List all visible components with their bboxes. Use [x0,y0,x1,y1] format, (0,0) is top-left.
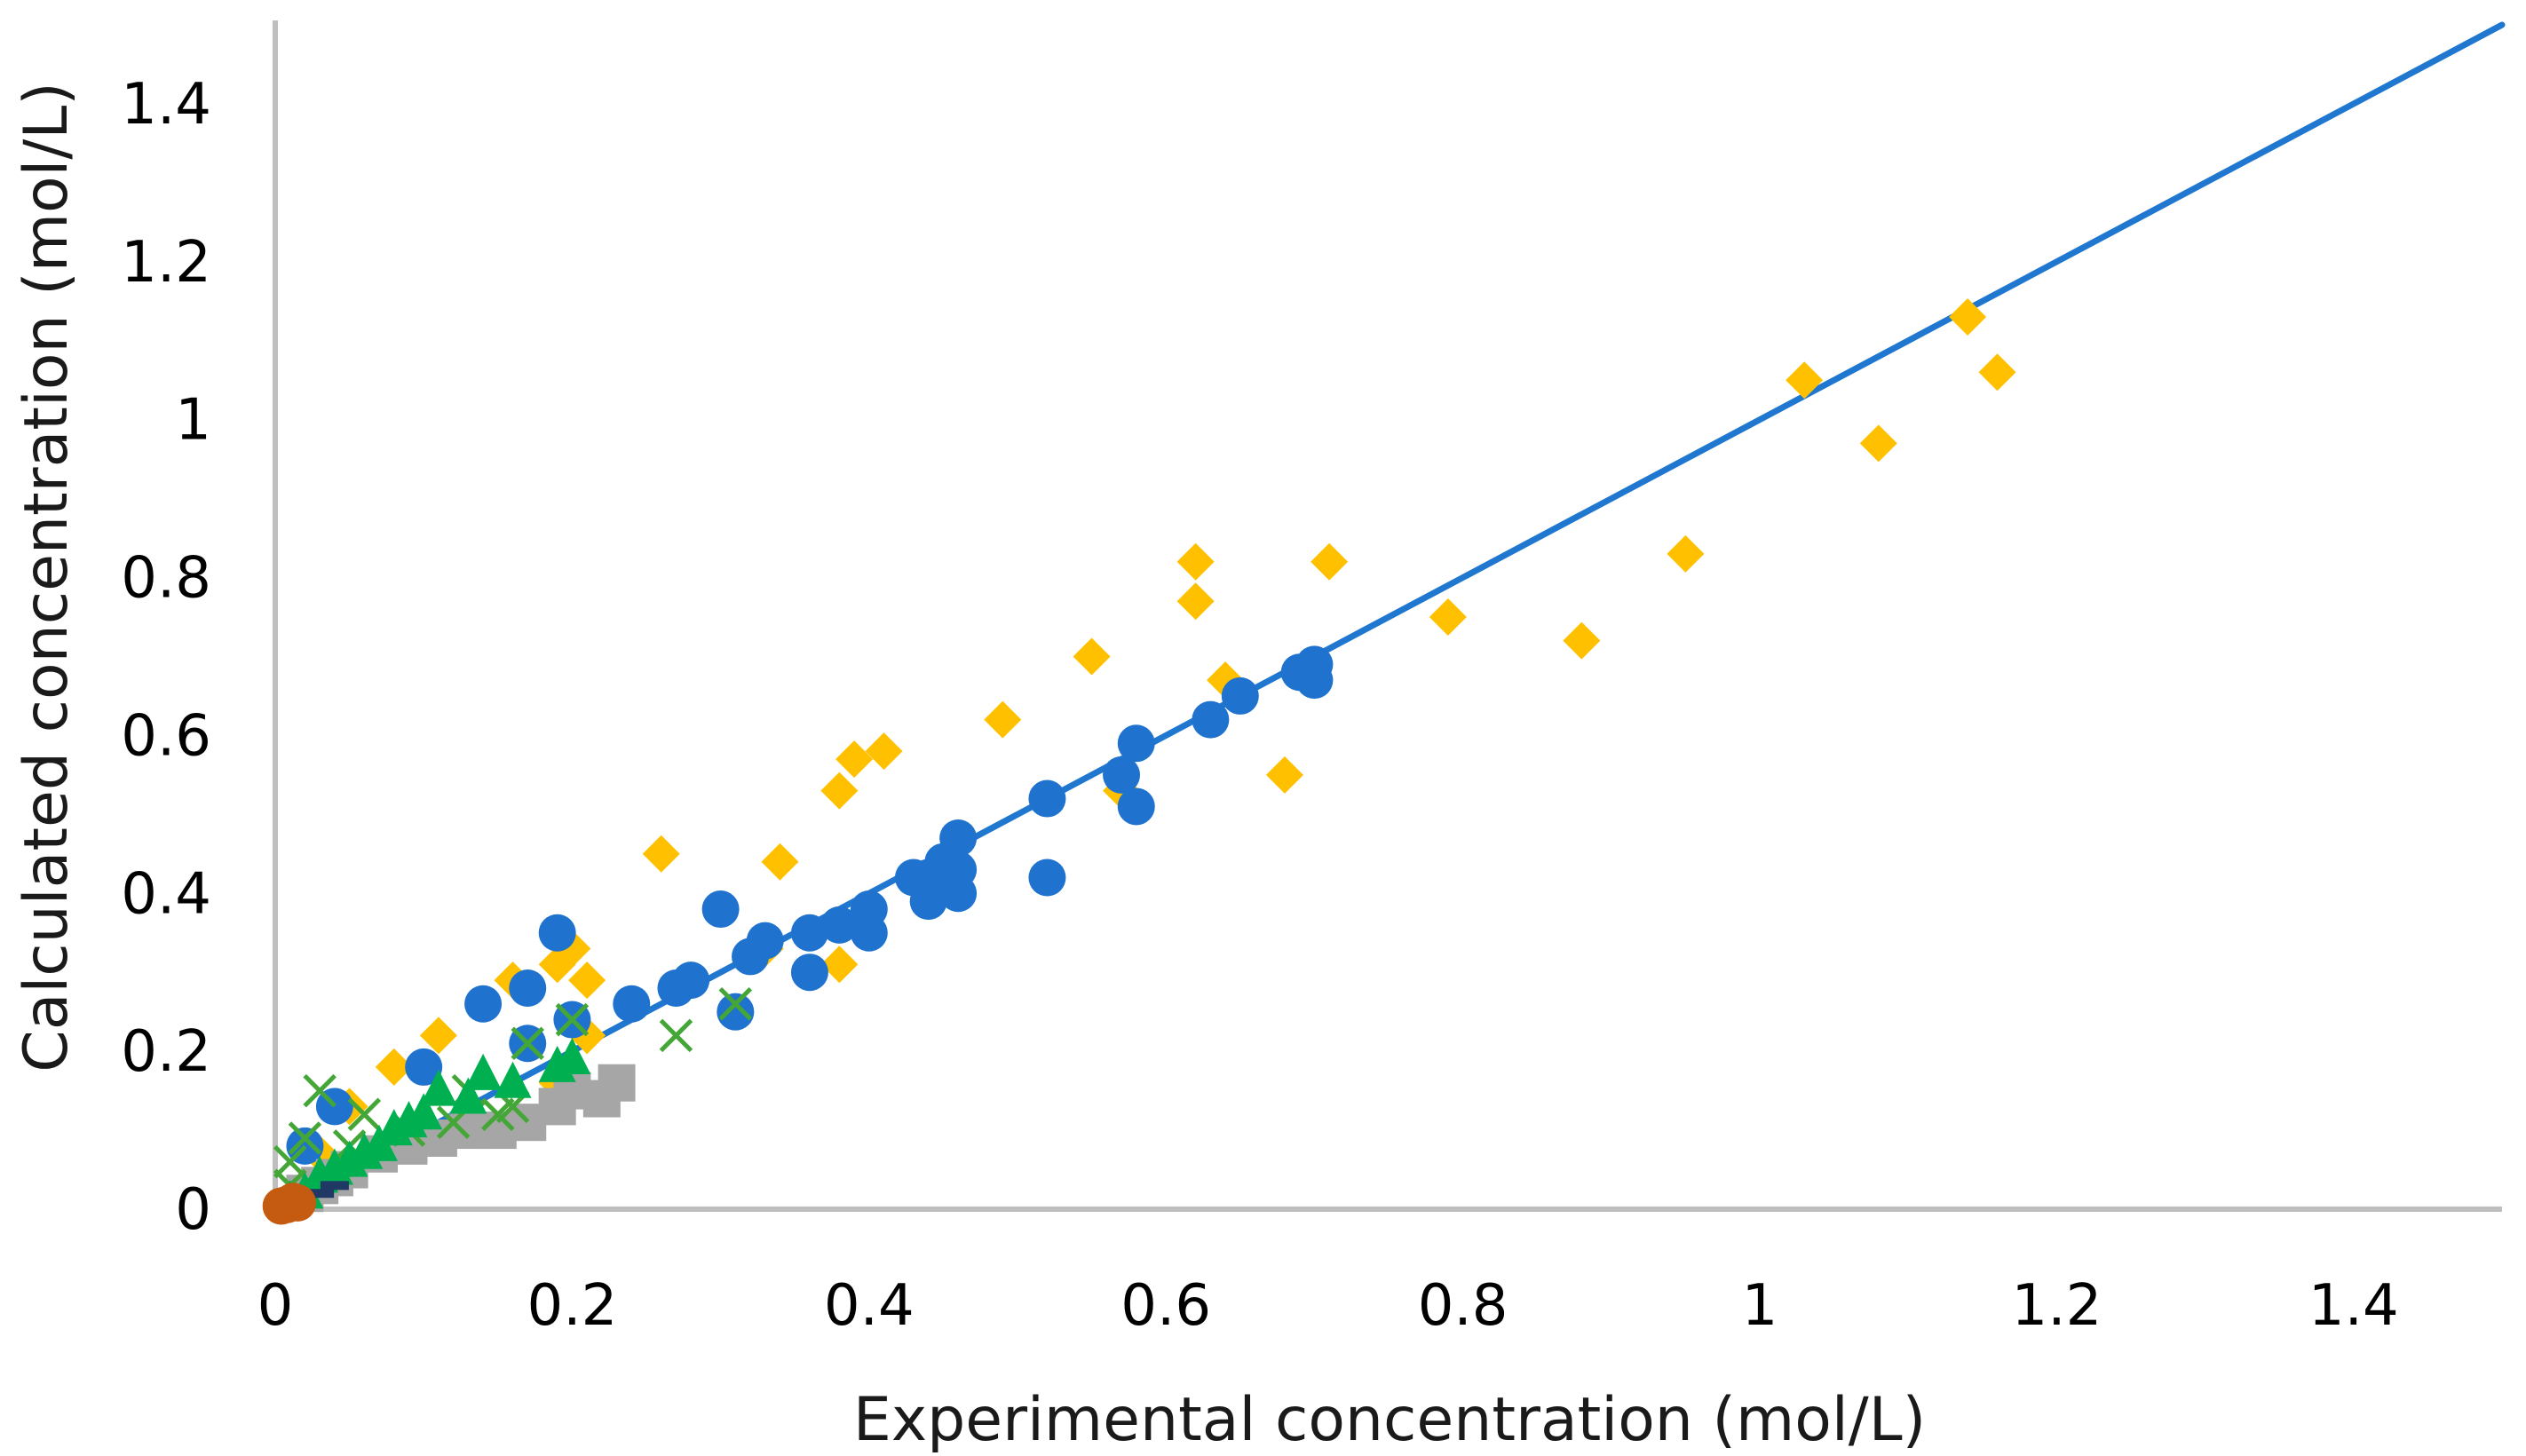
data-point [850,914,888,952]
data-point [718,987,753,1021]
y-tick-label: 1 [175,388,211,454]
data-point [984,700,1022,739]
data-point [405,1048,443,1086]
y-tick-label: 1.2 [121,230,211,296]
y-tick-label: 1.4 [121,72,211,138]
data-point [1978,353,2016,392]
data-point [1103,756,1141,794]
data-point [1221,677,1259,715]
reference-line [272,21,2506,1213]
series-6 [305,1181,349,1199]
data-point [659,1018,693,1053]
data-point [761,843,799,881]
data-point [1117,787,1155,826]
data-point [1859,424,1897,463]
x-tick-label: 1.2 [2012,1273,2102,1339]
y-tick-label: 0.4 [121,861,211,927]
x-axis-title: Experimental concentration (mol/L) [853,1385,1926,1455]
data-point [865,732,903,771]
data-point [419,1069,457,1106]
data-point [1295,661,1334,700]
tick-labels-layer: 0 0.2 0.4 0.6 0.8 1 1.2 1.4 0 0.2 0.4 0.6 0.8 1 1.2 1.4 [121,72,2398,1339]
series-1 [301,298,2016,1173]
data-point [449,1077,487,1114]
data-point [613,985,651,1023]
data-point [1028,779,1066,818]
y-axis-title: Calculated concentration (mol/L) [12,82,82,1072]
x-tick-label: 0.4 [824,1273,915,1339]
data-point [481,1097,515,1132]
x-tick-label: 0.6 [1120,1273,1211,1339]
data-point [464,985,503,1023]
data-point [790,914,828,952]
data-point [568,961,606,1000]
data-point [538,1045,576,1082]
data-point [1028,859,1066,897]
data-point [820,906,859,944]
data-point [419,1017,457,1055]
series-7 [262,1183,317,1225]
data-point [1429,598,1467,636]
data-point [1176,582,1215,621]
data-point [820,946,859,984]
data-point [939,874,978,913]
x-tick-label: 1.4 [2308,1273,2399,1339]
x-tick-label: 1 [1742,1273,1778,1339]
reference-line-layer [272,21,2506,1213]
data-point [347,1097,382,1132]
data-point [732,938,770,976]
x-tick-label: 0 [257,1273,294,1339]
data-points-layer [262,298,2016,1225]
data-point [1563,621,1601,660]
series-2 [286,645,1334,1165]
data-point [894,859,932,897]
data-point [273,1144,307,1179]
data-point [717,993,755,1031]
data-point [790,954,828,992]
data-point [509,969,547,1007]
data-point [701,890,740,929]
data-point [494,1061,532,1098]
data-point [1176,542,1215,581]
y-tick-label: 0.6 [121,703,211,769]
data-point [835,740,874,779]
data-point [820,772,859,810]
data-point [1265,756,1303,794]
y-tick-label: 0.8 [121,546,211,612]
data-point [657,969,695,1007]
data-point [1192,700,1230,739]
data-point [1073,637,1111,676]
y-tick-label: 0.2 [121,1019,211,1085]
x-tick-label: 0.2 [527,1273,618,1339]
data-point [642,835,680,873]
data-point [375,1048,413,1086]
data-point [1311,542,1349,581]
data-point [303,1073,337,1108]
x-tick-label: 0.8 [1418,1273,1508,1339]
data-point [511,1026,545,1061]
chart-axes [273,20,2502,1212]
data-point [1786,361,1824,400]
data-point [1117,724,1155,763]
data-point [555,1002,590,1037]
data-point [305,1189,335,1199]
data-point [320,1181,349,1191]
y-tick-label: 0 [175,1177,211,1243]
data-point [279,1183,317,1222]
data-point [1667,534,1705,573]
data-point [538,914,576,952]
data-point [1949,298,1987,336]
data-point [464,1053,503,1090]
data-point [288,1121,322,1155]
